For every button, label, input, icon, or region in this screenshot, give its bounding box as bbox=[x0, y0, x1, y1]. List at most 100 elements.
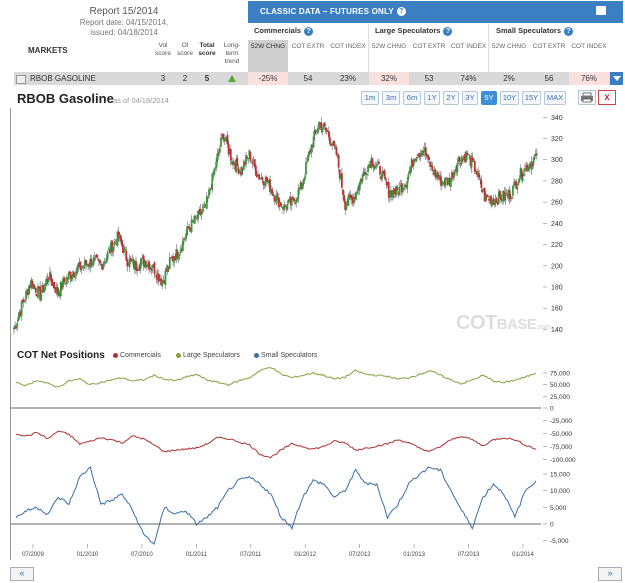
large-52w-header[interactable]: 52W CHNG bbox=[371, 43, 407, 50]
candle bbox=[436, 172, 439, 178]
candle bbox=[313, 129, 316, 136]
market-row[interactable] bbox=[14, 72, 610, 85]
candle bbox=[400, 183, 403, 193]
x-tick-label: 07/2013 bbox=[458, 552, 480, 558]
candle bbox=[484, 193, 487, 201]
candle bbox=[200, 212, 203, 215]
y-tick-label: 0 bbox=[550, 522, 554, 529]
classic-data-title: CLASSIC DATA – FUTURES ONLY? bbox=[260, 7, 406, 17]
help-icon[interactable]: ? bbox=[564, 26, 574, 36]
candle bbox=[333, 141, 336, 146]
candle bbox=[43, 286, 46, 292]
small-52w-header[interactable]: 52W CHNG bbox=[491, 43, 527, 50]
candle bbox=[32, 284, 35, 289]
help-icon[interactable]: ? bbox=[396, 7, 406, 17]
prev-button[interactable]: « bbox=[10, 567, 34, 581]
candle bbox=[140, 258, 143, 265]
zoom-1m-button[interactable]: 1m bbox=[361, 91, 379, 105]
candle bbox=[139, 262, 142, 271]
row-dropdown-icon[interactable] bbox=[610, 72, 623, 85]
small-index-header[interactable]: COT INDEX bbox=[571, 43, 607, 50]
candle bbox=[354, 197, 356, 199]
candle bbox=[208, 189, 210, 196]
candle bbox=[79, 261, 82, 270]
large-index-header[interactable]: COT INDEX bbox=[450, 43, 487, 50]
zoom-6m-button[interactable]: 6m bbox=[403, 91, 421, 105]
candle bbox=[273, 196, 276, 201]
candle bbox=[452, 172, 454, 179]
candle bbox=[530, 161, 533, 170]
next-button[interactable]: » bbox=[598, 567, 622, 581]
candle bbox=[153, 262, 156, 275]
candle bbox=[204, 205, 207, 207]
zoom-2y-button[interactable]: 2Y bbox=[443, 91, 459, 105]
candle bbox=[13, 327, 15, 330]
close-button[interactable]: x bbox=[598, 90, 616, 105]
candle bbox=[432, 172, 435, 175]
candle bbox=[21, 299, 24, 302]
candle bbox=[283, 204, 286, 210]
zoom-3y-button[interactable]: 3Y bbox=[462, 91, 478, 105]
candle bbox=[411, 160, 414, 167]
legend-small: Small Speculators bbox=[254, 352, 317, 359]
candle bbox=[433, 169, 436, 175]
candle bbox=[172, 256, 174, 261]
candle bbox=[531, 162, 534, 166]
candle bbox=[164, 270, 167, 285]
candle bbox=[351, 196, 354, 204]
print-chart-icon[interactable] bbox=[578, 90, 596, 105]
zoom-max-button[interactable]: MAX bbox=[544, 91, 566, 105]
vol-score-header: Vol score bbox=[155, 42, 171, 57]
candle bbox=[199, 209, 202, 216]
candle bbox=[465, 151, 467, 163]
candle bbox=[374, 165, 377, 167]
y-tick-label: -50,000 bbox=[550, 431, 572, 438]
candle bbox=[201, 208, 204, 213]
row-checkbox[interactable] bbox=[16, 75, 26, 84]
candle bbox=[300, 182, 303, 190]
candle bbox=[458, 156, 461, 162]
candle bbox=[127, 264, 130, 266]
help-icon[interactable]: ? bbox=[443, 26, 453, 36]
comm-index-header[interactable]: COT INDEX bbox=[330, 43, 366, 50]
candle bbox=[467, 153, 470, 155]
zoom-5y-button[interactable]: 5Y bbox=[481, 91, 497, 105]
zoom-1y-button[interactable]: 1Y bbox=[424, 91, 440, 105]
help-icon[interactable]: ? bbox=[304, 26, 314, 36]
small-extr-value: 56 bbox=[544, 74, 554, 83]
zoom-10y-button[interactable]: 10Y bbox=[500, 91, 519, 105]
candle bbox=[87, 264, 89, 267]
candle bbox=[275, 195, 278, 204]
zoom-3m-button[interactable]: 3m bbox=[382, 91, 400, 105]
candle bbox=[107, 248, 110, 250]
candle bbox=[180, 248, 183, 251]
candle bbox=[81, 266, 84, 268]
candle bbox=[403, 188, 405, 190]
candle bbox=[504, 192, 507, 201]
large-extr-header[interactable]: COT EXTR bbox=[412, 43, 446, 50]
candle bbox=[288, 198, 291, 201]
candle bbox=[485, 194, 488, 197]
candle bbox=[142, 255, 145, 266]
candle bbox=[239, 171, 242, 175]
candle bbox=[424, 147, 427, 155]
comm-extr-header[interactable]: COT EXTR bbox=[291, 43, 325, 50]
candle bbox=[215, 157, 218, 168]
candle bbox=[220, 137, 222, 147]
candle bbox=[251, 162, 254, 164]
candle bbox=[29, 285, 32, 288]
small-extr-header[interactable]: COT EXTR bbox=[532, 43, 566, 50]
candle bbox=[386, 183, 389, 185]
candle bbox=[398, 186, 401, 196]
chart-border bbox=[10, 108, 11, 560]
market-name[interactable]: RBOB GASOLINE bbox=[30, 74, 96, 83]
candle bbox=[92, 257, 95, 265]
print-icon[interactable] bbox=[596, 6, 606, 15]
candle bbox=[82, 266, 85, 269]
candle bbox=[385, 181, 388, 186]
candle bbox=[45, 278, 48, 284]
candle bbox=[368, 164, 371, 168]
comm-52w-header[interactable]: 52W CHNG bbox=[248, 40, 288, 72]
candle bbox=[422, 150, 425, 152]
zoom-15y-button[interactable]: 15Y bbox=[522, 91, 541, 105]
